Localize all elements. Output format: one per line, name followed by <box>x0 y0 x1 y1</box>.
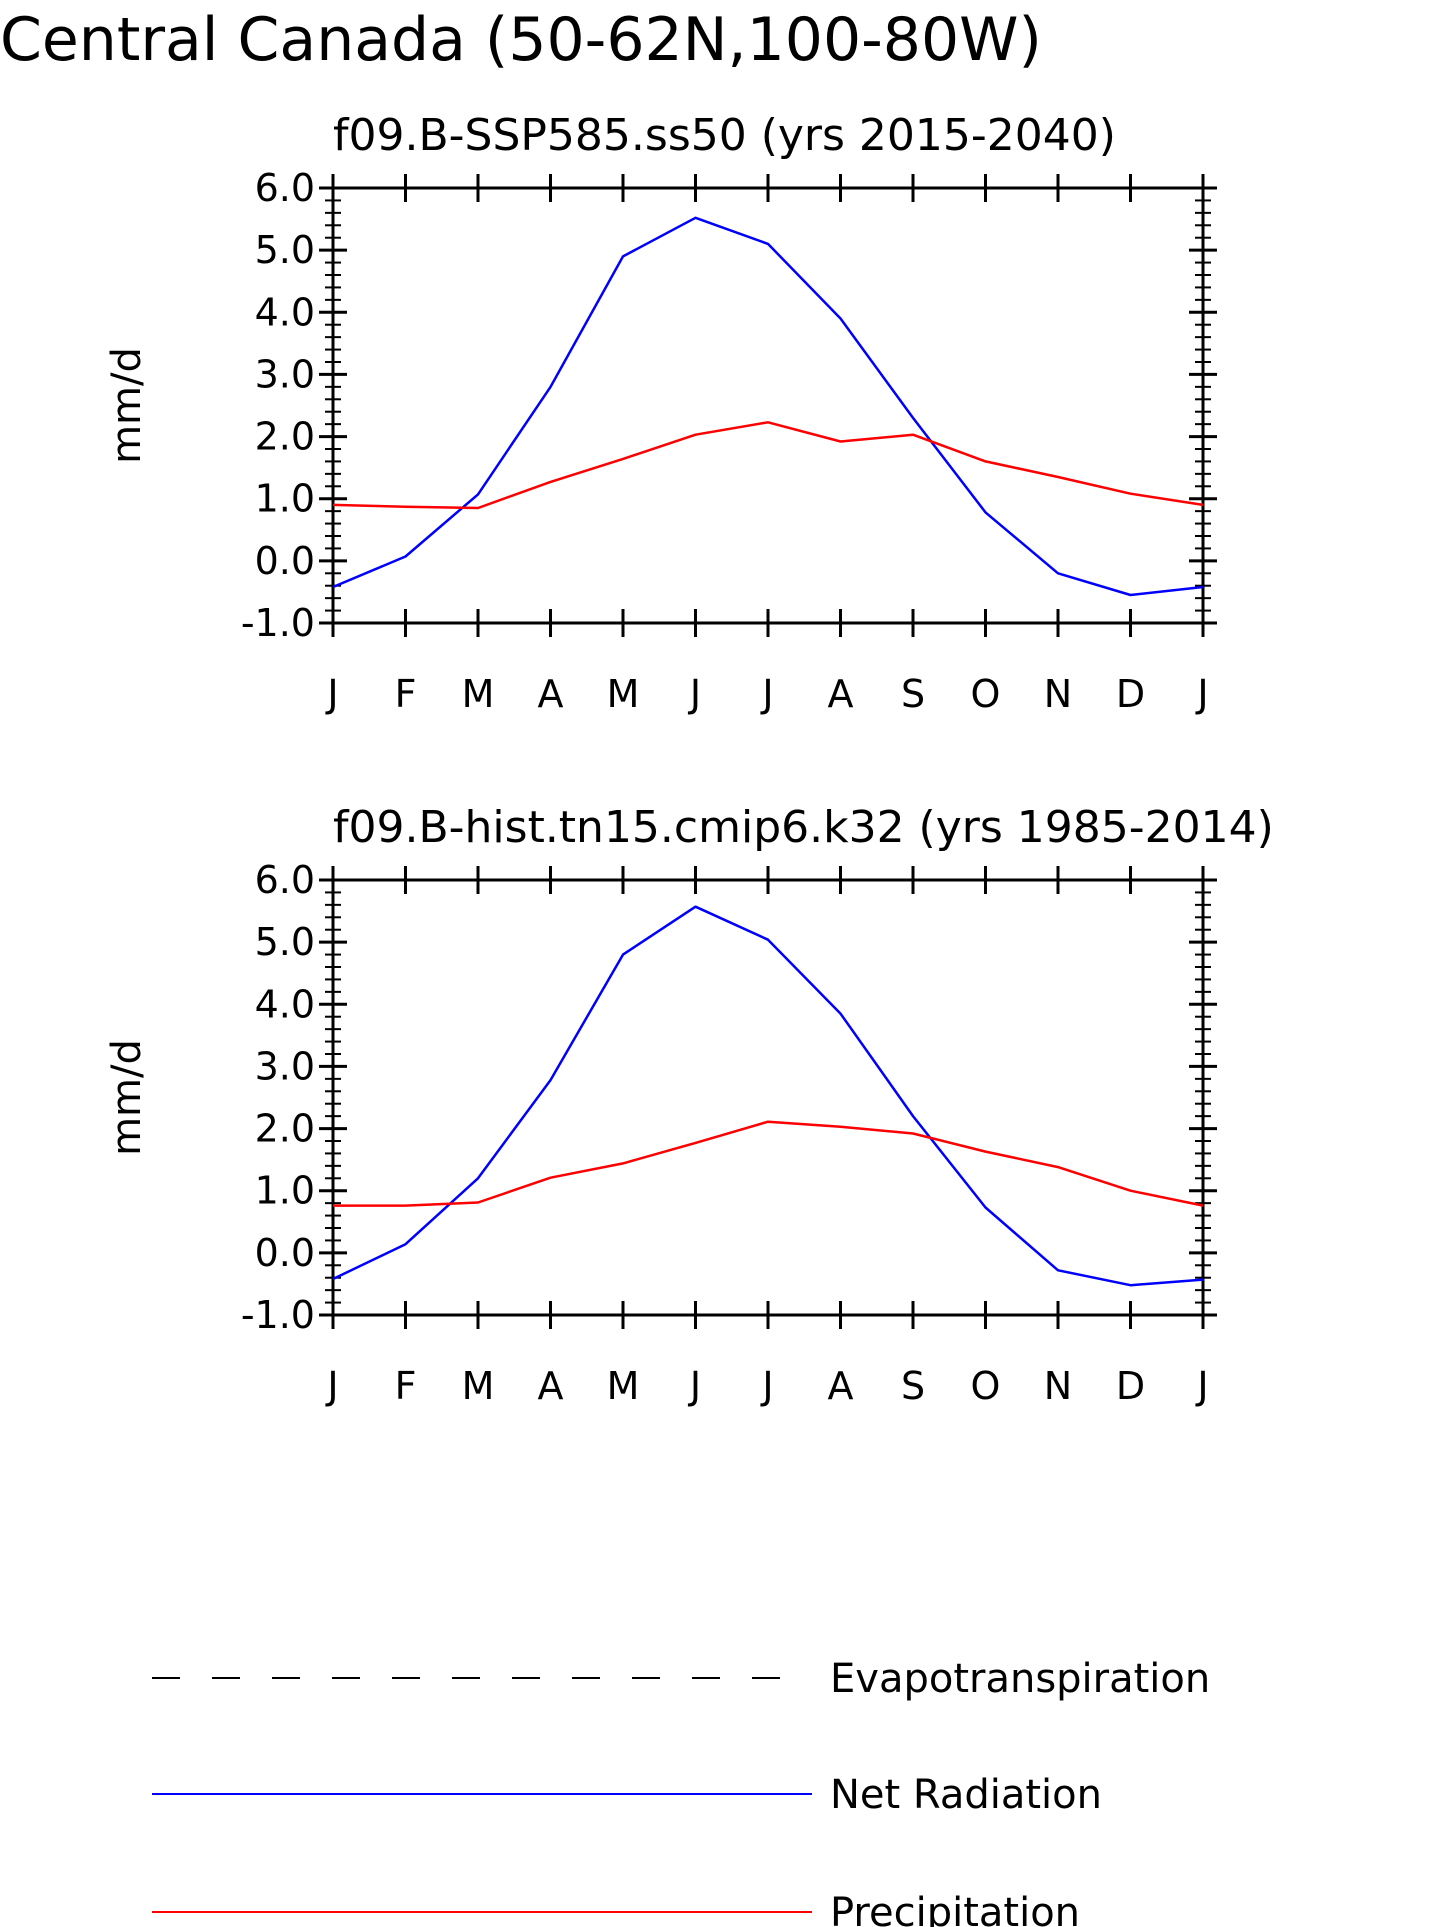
x-tick-label: S <box>901 672 925 716</box>
x-tick-label: J <box>760 1364 773 1408</box>
series-line-precipitation <box>332 421 1204 510</box>
x-tick-label: F <box>395 672 417 716</box>
legend-label-net-radiation: Net Radiation <box>830 1772 1102 1818</box>
x-tick-label: M <box>462 672 495 716</box>
y-tick-label: -1.0 <box>241 601 315 645</box>
x-tick-label: A <box>828 672 854 716</box>
y-axis-label: mm/d <box>104 347 150 464</box>
y-tick-label: 4.0 <box>255 290 315 334</box>
panel-title: f09.B-hist.tn15.cmip6.k32 (yrs 1985-2014… <box>333 802 1274 853</box>
x-tick-label: M <box>462 1364 495 1408</box>
main-title: Central Canada (50-62N,100-80W) <box>0 5 1042 75</box>
x-tick-label: M <box>607 1364 640 1408</box>
x-tick-label: D <box>1116 1364 1145 1408</box>
x-tick-label: J <box>325 1364 338 1408</box>
x-tick-label: J <box>688 1364 701 1408</box>
x-tick-label: N <box>1044 672 1072 716</box>
plot-frame <box>331 878 1205 1317</box>
y-tick-label: 6.0 <box>255 858 315 902</box>
chart-panel-bottom: f09.B-hist.tn15.cmip6.k32 (yrs 1985-2014… <box>104 802 1274 1408</box>
y-tick-label: -1.0 <box>241 1293 315 1337</box>
x-tick-label: S <box>901 1364 925 1408</box>
y-tick-label: 2.0 <box>255 1107 315 1151</box>
y-tick-label: 0.0 <box>255 539 315 583</box>
x-tick-label: A <box>538 1364 564 1408</box>
y-tick-label: 3.0 <box>255 1044 315 1088</box>
x-tick-label: A <box>538 672 564 716</box>
x-tick-label: J <box>1195 672 1208 716</box>
x-tick-label: J <box>325 672 338 716</box>
x-tick-label: J <box>760 672 773 716</box>
legend: Evapotranspiration Net Radiation Precipi… <box>152 1656 1210 1927</box>
legend-label-evapotranspiration: Evapotranspiration <box>830 1656 1210 1702</box>
x-tick-label: J <box>688 672 701 716</box>
y-tick-label: 5.0 <box>255 228 315 272</box>
y-tick-label: 1.0 <box>255 1169 315 1213</box>
x-tick-label: F <box>395 1364 417 1408</box>
x-tick-label: A <box>828 1364 854 1408</box>
y-axis-label: mm/d <box>104 1039 150 1156</box>
plot-frame <box>331 186 1205 625</box>
x-tick-label: O <box>971 672 1001 716</box>
x-tick-label: O <box>971 1364 1001 1408</box>
y-tick-label: 2.0 <box>255 415 315 459</box>
x-tick-label: D <box>1116 672 1145 716</box>
panel-title: f09.B-SSP585.ss50 (yrs 2015-2040) <box>333 110 1116 161</box>
y-tick-label: 6.0 <box>255 166 315 210</box>
x-tick-label: M <box>607 672 640 716</box>
y-tick-label: 5.0 <box>255 920 315 964</box>
legend-label-precipitation: Precipitation <box>830 1890 1080 1927</box>
series-line-net-radiation <box>332 216 1204 597</box>
y-tick-label: 4.0 <box>255 982 315 1026</box>
chart-panel-top: f09.B-SSP585.ss50 (yrs 2015-2040) -1.0 0.0… <box>104 110 1217 716</box>
x-tick-label: N <box>1044 1364 1072 1408</box>
y-tick-label: 1.0 <box>255 477 315 521</box>
y-tick-label: 0.0 <box>255 1231 315 1275</box>
x-tick-label: J <box>1195 1364 1208 1408</box>
y-tick-label: 3.0 <box>255 352 315 396</box>
series-line-net-radiation <box>332 905 1204 1287</box>
